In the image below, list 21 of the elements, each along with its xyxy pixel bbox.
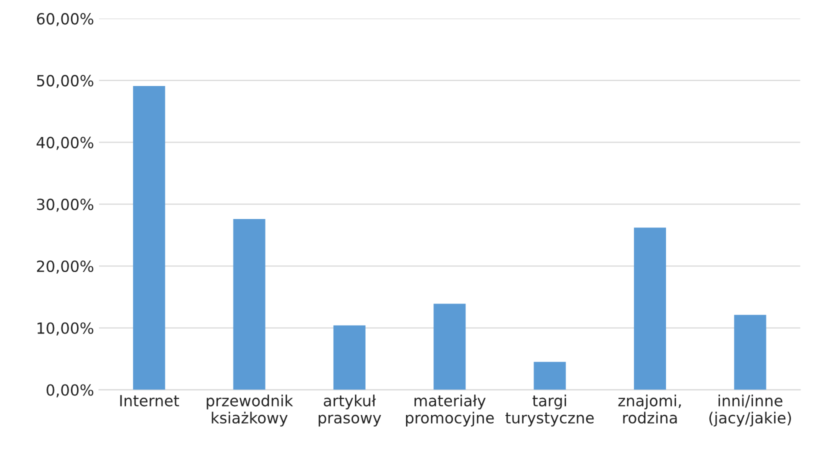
bar [434, 304, 466, 390]
x-tick-label: targi turystyczne [505, 394, 594, 427]
bar [333, 325, 366, 390]
x-tick-label: przewodnik ksiażkowy [206, 394, 294, 427]
bar [534, 362, 566, 390]
y-tick-label: 40,00% [36, 136, 94, 150]
y-tick-label: 60,00% [36, 13, 94, 26]
x-tick-label: znajomi, rodzina [618, 394, 681, 424]
bar [734, 314, 766, 390]
x-tick-label: artykuł prasowy [318, 394, 382, 427]
y-tick-label: 30,00% [37, 198, 94, 212]
y-tick-label: 0,00% [46, 384, 94, 398]
bar [634, 228, 666, 390]
x-tick-label: Internet [120, 395, 180, 406]
x-tick-label: materiały promocyjne [406, 394, 494, 427]
y-tick-label: 50,00% [37, 74, 94, 88]
bar [133, 86, 166, 390]
y-tick-label: 20,00% [37, 260, 94, 274]
x-tick-label: inni/inne (jacy/jakie) [709, 394, 791, 427]
y-tick-label: 10,00% [38, 322, 94, 336]
bar [233, 219, 266, 390]
